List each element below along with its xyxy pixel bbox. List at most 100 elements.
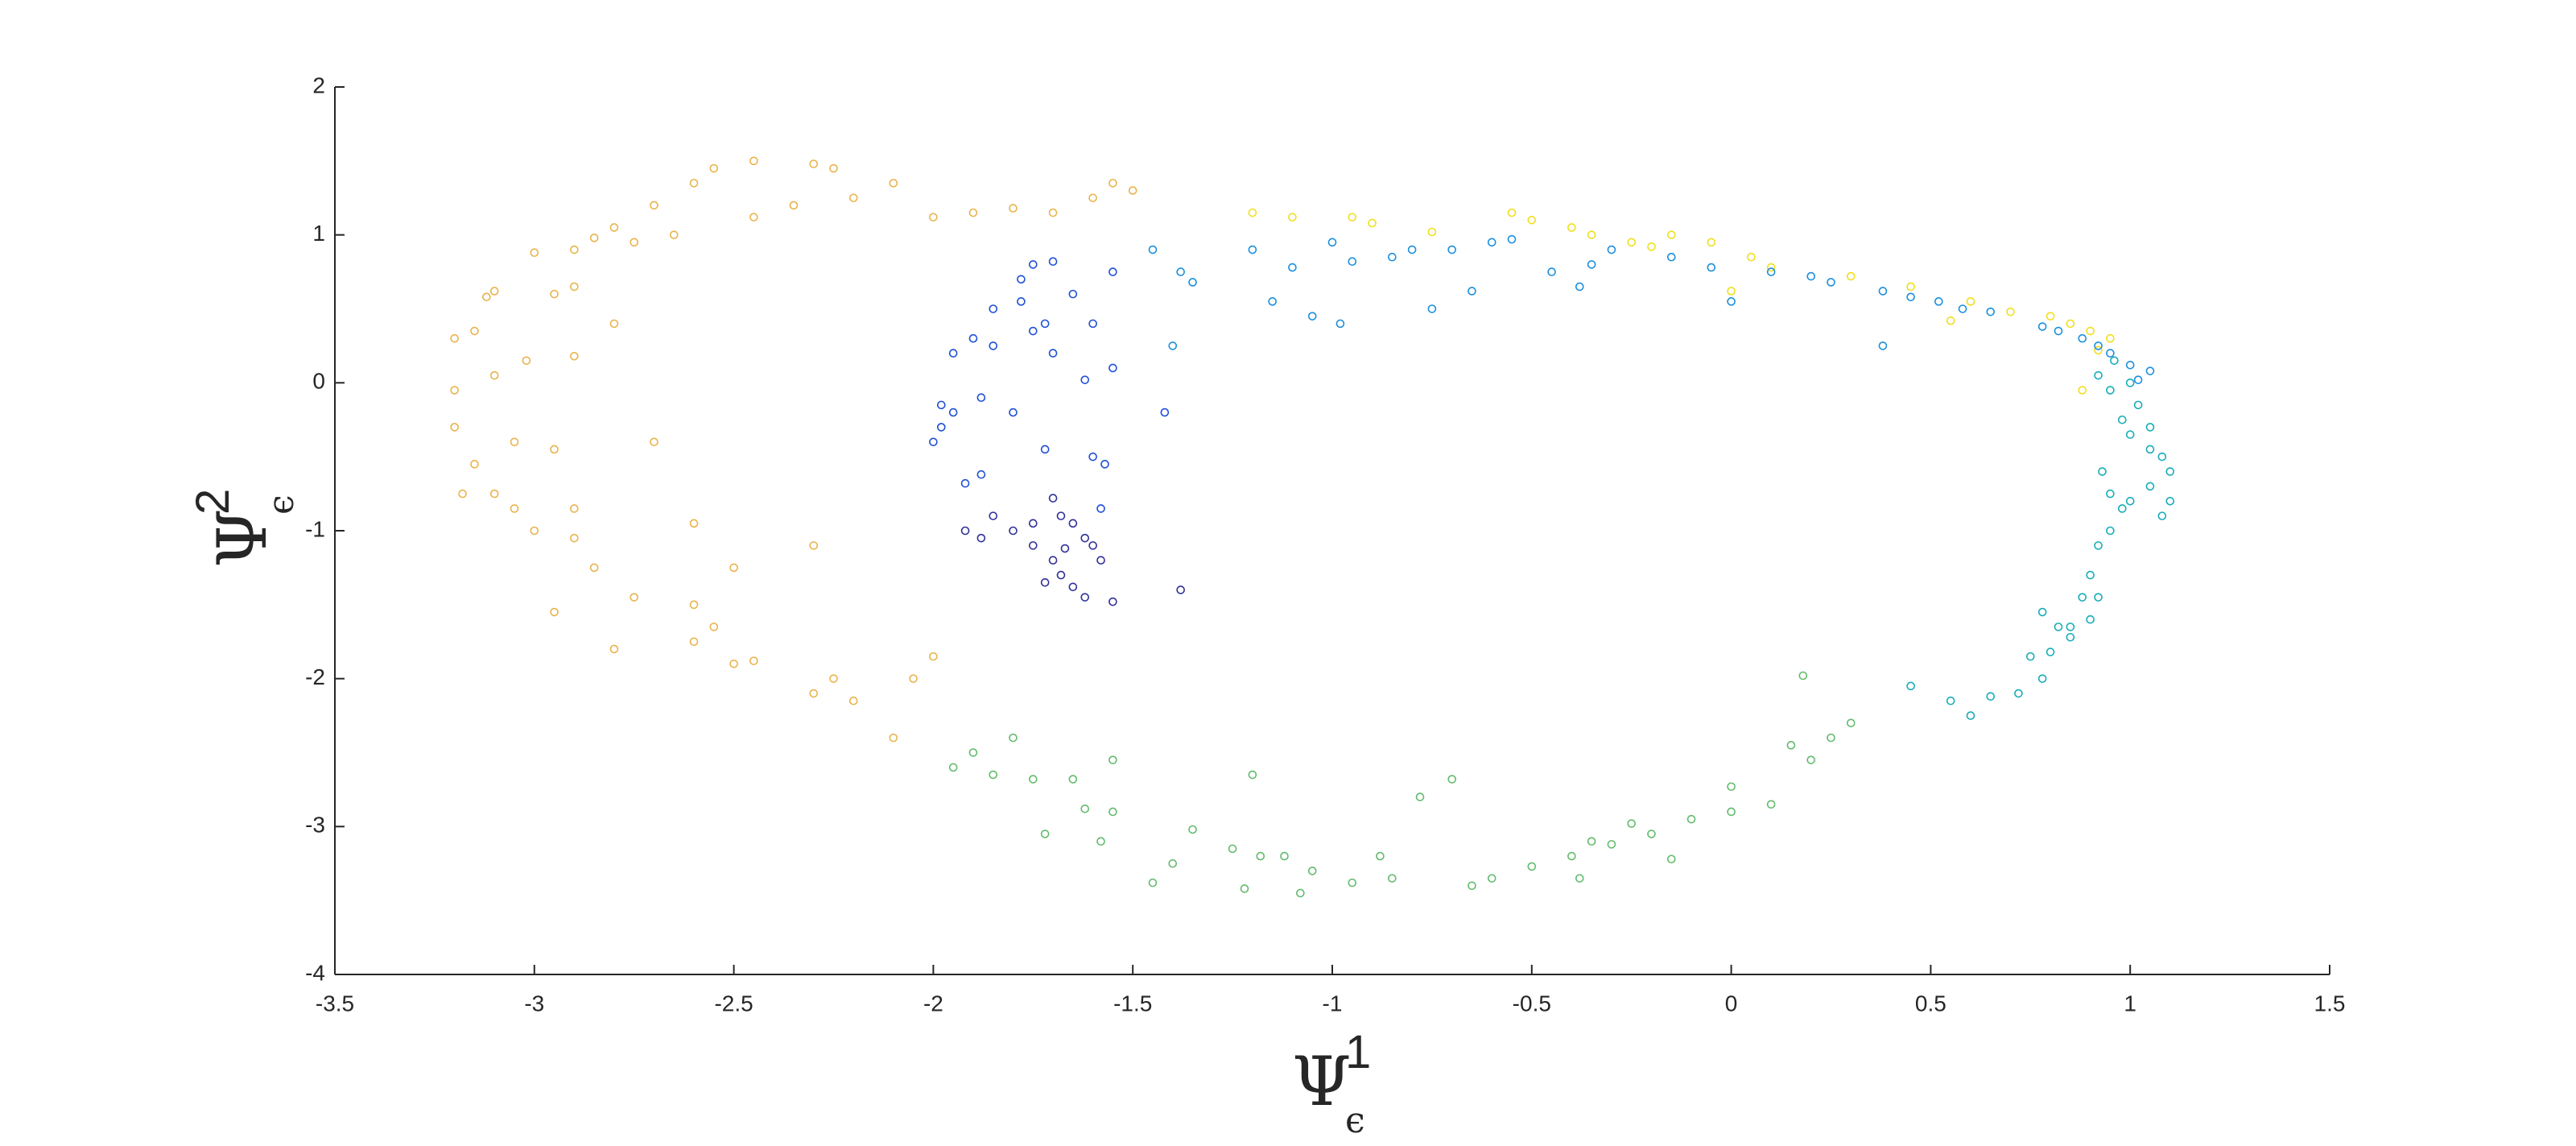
point <box>749 656 758 665</box>
point <box>2094 593 2103 602</box>
point <box>2006 307 2015 316</box>
point <box>809 159 819 168</box>
point <box>589 563 599 573</box>
point <box>829 674 838 683</box>
point <box>2157 511 2167 520</box>
x-tick-label: 1 <box>2124 991 2136 1016</box>
point <box>1080 593 1090 602</box>
point <box>1806 271 1816 281</box>
y-label-subscript: ϵ <box>261 494 302 515</box>
point <box>2078 386 2087 395</box>
point <box>570 533 579 543</box>
point <box>1048 349 1058 358</box>
point <box>2145 423 2155 432</box>
point <box>1827 278 1835 287</box>
point <box>1188 278 1197 287</box>
point <box>1017 297 1026 306</box>
point <box>1080 533 1090 543</box>
point <box>2157 452 2167 461</box>
point <box>1040 577 1050 587</box>
x-tick-label: 0.5 <box>1915 991 1946 1016</box>
point <box>989 511 998 520</box>
point <box>458 489 467 499</box>
point <box>689 519 699 528</box>
point <box>989 770 998 780</box>
point <box>1966 297 1975 306</box>
point <box>929 437 938 447</box>
point <box>989 341 998 350</box>
point <box>1527 862 1537 871</box>
point <box>1906 292 1915 302</box>
point <box>1060 544 1070 553</box>
point <box>570 282 579 292</box>
point <box>749 213 758 221</box>
point <box>1268 297 1277 306</box>
point <box>2125 379 2135 387</box>
point <box>1766 263 1776 272</box>
point <box>1228 844 1237 854</box>
y-label-symbol: Ψ <box>203 508 282 568</box>
point <box>1986 692 1996 701</box>
point <box>550 289 559 299</box>
point <box>848 696 858 705</box>
point <box>1168 858 1178 868</box>
point <box>1307 867 1317 875</box>
point <box>2094 541 2103 550</box>
point <box>1487 238 1496 247</box>
point <box>1946 696 1955 705</box>
point <box>1666 230 1676 239</box>
point <box>2125 360 2135 370</box>
point <box>2094 341 2103 350</box>
point <box>1307 312 1317 321</box>
point <box>1798 671 1808 681</box>
point <box>1415 792 1425 801</box>
point <box>1248 770 1257 780</box>
point <box>2110 356 2119 366</box>
point <box>968 748 978 757</box>
point <box>2106 333 2115 343</box>
point <box>1040 445 1050 454</box>
point <box>948 349 958 358</box>
point <box>1607 245 1616 254</box>
point <box>1946 316 1955 325</box>
point <box>2037 674 2047 683</box>
point <box>510 437 519 447</box>
point <box>2145 445 2155 454</box>
point <box>960 478 970 488</box>
x-tick-label: -3 <box>524 991 544 1016</box>
point <box>1100 460 1109 469</box>
point <box>489 370 499 380</box>
point <box>570 504 579 513</box>
x-tick-label: -2 <box>923 991 943 1016</box>
point <box>2094 370 2103 380</box>
point <box>1176 585 1185 594</box>
point <box>689 600 699 610</box>
point <box>749 156 758 166</box>
point <box>1376 851 1385 861</box>
point <box>1168 341 1178 350</box>
point <box>929 652 938 661</box>
point <box>1766 800 1776 809</box>
point <box>689 179 699 188</box>
point <box>2086 326 2095 336</box>
point <box>2054 326 2063 336</box>
point <box>829 163 838 173</box>
point <box>1878 341 1888 350</box>
point <box>1029 541 1038 550</box>
x-tick-label: 0 <box>1725 991 1738 1016</box>
point <box>1934 297 1943 306</box>
point <box>1487 874 1496 883</box>
point <box>2117 504 2127 513</box>
point <box>489 489 499 499</box>
point <box>450 333 459 343</box>
point <box>609 319 619 329</box>
point <box>550 607 559 617</box>
point <box>1176 267 1185 276</box>
point <box>630 593 639 602</box>
point <box>570 245 579 254</box>
point <box>1607 840 1616 849</box>
x-tick-label: -1 <box>1323 991 1343 1016</box>
point <box>1056 511 1066 520</box>
point <box>976 470 986 479</box>
y-tick-label: -1 <box>305 516 325 541</box>
